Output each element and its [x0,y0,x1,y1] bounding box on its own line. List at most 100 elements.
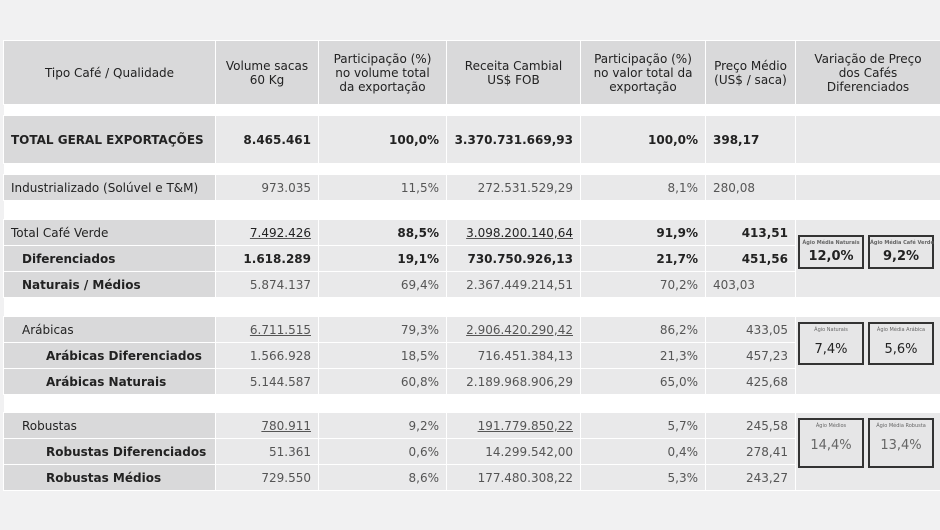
row-name: Robustas Diferenciados [3,438,216,465]
row-name: Arábicas Naturais [3,368,216,395]
premium-label: Ágio Média Café Verde [870,240,934,246]
volume-share: 11,5% [318,174,447,201]
avg-price: 245,58 [705,412,796,439]
revenue-share: 86,2% [580,316,706,343]
revenue-value: 191.779.850,22 [477,418,573,433]
avg-price: 278,41 [705,438,796,465]
table-row: Robustas 780.911 9,2% 191.779.850,22 5,7… [3,412,940,491]
row-name: Total Café Verde [3,219,216,246]
premium-box: Ágio Médios 14,4% [798,418,864,468]
header-price-variation: Variação de Preço dos Cafés Diferenciado… [795,40,940,105]
volume-share: 8,6% [318,464,447,491]
row-name: TOTAL GERAL EXPORTAÇÕES [3,115,216,164]
variation-cell: Ágio Média Naturais 12,0% Ágio Média Café… [795,219,940,298]
volume-share: 69,4% [318,271,447,298]
avg-price: 425,68 [705,368,796,395]
table-row: Arábicas 6.711.515 79,3% 2.906.420.290,4… [3,316,940,395]
premium-label: Ágio Média Naturais [802,240,860,246]
avg-price: 403,03 [705,271,796,298]
revenue-share: 21,7% [580,245,706,272]
volume-share: 60,8% [318,368,447,395]
premium-label: Ágio Naturais [814,327,848,333]
volume-share: 79,3% [318,316,447,343]
volume: 5.144.587 [215,368,319,395]
table-row: Naturais / Médios 5.874.137 69,4% 2.367.… [3,271,940,298]
table-row: Industrializado (Solúvel e T&M) 973.035 … [3,174,940,201]
volume: 1.566.928 [215,342,319,369]
revenue: 177.480.308,22 [446,464,581,491]
avg-price: 413,51 [705,219,796,246]
row-name: Arábicas [3,316,216,343]
header-row: Tipo Café / Qualidade Volume sacas 60 Kg… [3,40,940,105]
volume: 780.911 [215,412,319,439]
premium-box: Ágio Média Naturais 12,0% [798,235,864,269]
revenue: 272.531.529,29 [446,174,581,201]
volume: 6.711.515 [215,316,319,343]
revenue: 3.370.731.669,93 [446,115,581,164]
revenue-share: 0,4% [580,438,706,465]
table-row: Arábicas Naturais 5.144.587 60,8% 2.189.… [3,368,940,395]
coffee-export-table: Tipo Café / Qualidade Volume sacas 60 Kg… [3,40,940,491]
table-row: Arábicas Diferenciados 1.566.928 18,5% 7… [3,342,940,369]
volume: 7.492.426 [215,219,319,246]
premium-label: Ágio Média Robusta [876,423,926,429]
avg-price: 280,08 [705,174,796,201]
volume: 5.874.137 [215,271,319,298]
revenue: 2.906.420.290,42 [446,316,581,343]
table-row: Robustas Diferenciados 51.361 0,6% 14.29… [3,438,940,465]
row-name: Arábicas Diferenciados [3,342,216,369]
premium-value: 13,4% [880,438,922,453]
avg-price: 433,05 [705,316,796,343]
revenue: 2.367.449.214,51 [446,271,581,298]
volume-share: 19,1% [318,245,447,272]
variation-cell: Ágio Médios 14,4% Ágio Média Robusta 13,4% [795,412,940,491]
header-type: Tipo Café / Qualidade [3,40,216,105]
premium-value: 5,6% [884,342,918,357]
revenue-share: 8,1% [580,174,706,201]
variation-cell: Ágio Naturais 7,4% Ágio Média Arábica 5,6% [795,316,940,395]
volume-share: 0,6% [318,438,447,465]
row-name: Naturais / Médios [3,271,216,298]
premium-label: Ágio Médios [815,423,847,429]
premium-box: Ágio Média Robusta 13,4% [868,418,934,468]
table-row: Total Café Verde 7.492.426 88,5% 3.098.2… [3,219,940,298]
header-avg-price: Preço Médio (US$ / saca) [705,40,796,105]
volume-value: 7.492.426 [249,225,311,240]
row-name: Robustas [3,412,216,439]
revenue-share: 91,9% [580,219,706,246]
volume: 973.035 [215,174,319,201]
revenue-share: 5,3% [580,464,706,491]
avg-price: 243,27 [705,464,796,491]
avg-price: 398,17 [705,115,796,164]
header-revenue-share: Participação (%) no valor total da expor… [580,40,706,105]
table-row: Diferenciados 1.618.289 19,1% 730.750.92… [3,245,940,272]
revenue: 14.299.542,00 [446,438,581,465]
row-name: Robustas Médios [3,464,216,491]
revenue-share: 5,7% [580,412,706,439]
revenue-value: 2.906.420.290,42 [466,322,573,337]
revenue: 2.189.968.906,29 [446,368,581,395]
header-revenue: Receita Cambial US$ FOB [446,40,581,105]
revenue-share: 100,0% [580,115,706,164]
revenue: 191.779.850,22 [446,412,581,439]
revenue: 3.098.200.140,64 [446,219,581,246]
avg-price: 457,23 [705,342,796,369]
premium-box: Ágio Média Café Verde 9,2% [868,235,934,269]
avg-price: 451,56 [705,245,796,272]
volume: 1.618.289 [215,245,319,272]
premium-label: Ágio Média Arábica [876,327,926,333]
revenue-share: 65,0% [580,368,706,395]
volume-share: 100,0% [318,115,447,164]
volume-share: 18,5% [318,342,447,369]
premium-value: 7,4% [814,342,848,357]
premium-box: Ágio Naturais 7,4% [798,322,864,365]
premium-value: 12,0% [808,249,854,264]
revenue: 716.451.384,13 [446,342,581,369]
revenue-share: 21,3% [580,342,706,369]
row-name: Industrializado (Solúvel e T&M) [3,174,216,201]
volume-share: 88,5% [318,219,447,246]
premium-box: Ágio Média Arábica 5,6% [868,322,934,365]
header-volume: Volume sacas 60 Kg [215,40,319,105]
header-volume-share: Participação (%) no volume total da expo… [318,40,447,105]
volume: 51.361 [215,438,319,465]
